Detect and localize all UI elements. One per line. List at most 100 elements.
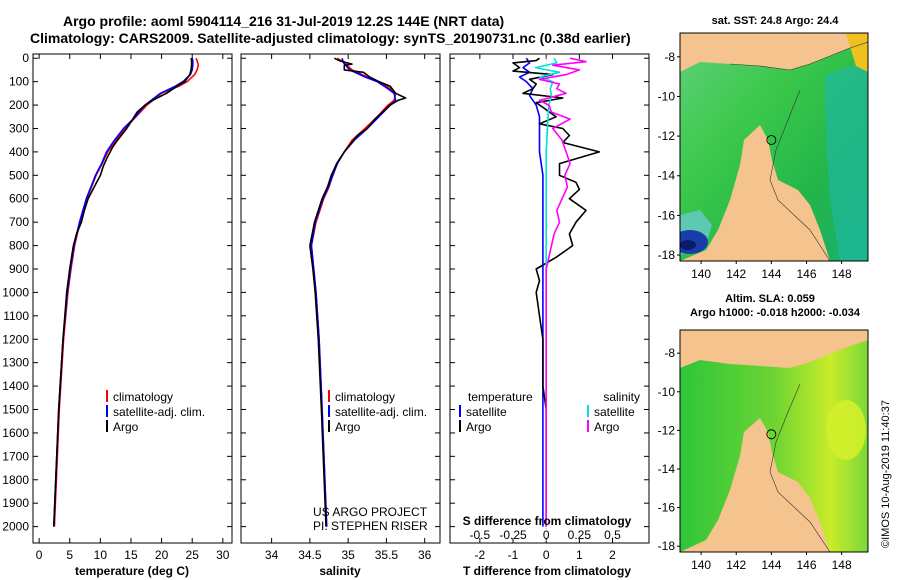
x-tick-label: 35: [341, 548, 355, 562]
lat-tick-label: -10: [658, 89, 676, 103]
lon-tick-label: 142: [726, 267, 746, 281]
legend-swatch-s-argo: [587, 420, 589, 432]
depth-tick-label: 2000: [2, 520, 29, 534]
legend-swatch-t-argo: [459, 420, 461, 432]
legend-label-satellite: satellite-adj. clim.: [113, 405, 205, 419]
depth-tick-label: 300: [9, 121, 29, 135]
depth-tick-label: 1000: [2, 285, 29, 299]
lat-tick-label: -14: [658, 169, 676, 183]
x-tick-label: 35.5: [375, 548, 399, 562]
depth-tick-label: 700: [9, 215, 29, 229]
legend-label-t-satellite: satellite: [466, 405, 507, 419]
x-tick-label: 30: [216, 548, 230, 562]
legend-swatch-satellite: [106, 405, 108, 417]
sst-map-title: sat. SST: 24.8 Argo: 24.4: [712, 15, 840, 27]
s-difference-axis-label: S difference from climatology: [463, 514, 632, 528]
depth-tick-label: 1400: [2, 379, 29, 393]
x-tick-label: 36: [418, 548, 432, 562]
lon-tick-label: 140: [691, 558, 711, 572]
series-line-argo: [309, 57, 407, 527]
x-tick-label: 34: [265, 548, 279, 562]
x-tick-label: 20: [155, 548, 169, 562]
x-tick-label: 0: [543, 548, 550, 562]
series-line-salinity-argo: [538, 57, 587, 527]
lat-tick-label: -16: [658, 501, 676, 515]
legend-swatch-s-satellite: [587, 405, 589, 417]
depth-tick-label: 1500: [2, 403, 29, 417]
legend-label-argo: Argo: [113, 420, 139, 434]
lon-tick-label: 148: [832, 558, 852, 572]
salinity-plot: 34 34.5 35 35.5 36: [265, 54, 432, 562]
sst-ocean: [680, 42, 868, 261]
temperature-axis-label: temperature (deg C): [75, 564, 189, 578]
lon-tick-label: 146: [796, 267, 816, 281]
depth-tick-label: 1900: [2, 496, 29, 510]
lon-tick-label: 140: [691, 267, 711, 281]
difference-plot: -2 -1 0 1 2-0.5 -0.25 0 0.25 0.5: [470, 54, 621, 562]
legend-swatch-t-satellite: [459, 405, 461, 417]
sla-map: -8 -10 -12 -14 -16 -18 140 142 144 146 148: [658, 329, 869, 572]
legend-swatch-argo: [328, 420, 330, 432]
depth-tick-label: 800: [9, 239, 29, 253]
depth-tick-label: 1300: [2, 356, 29, 370]
credit-pi: PI: STEPHEN RISER: [313, 519, 428, 533]
x-tick-label: -2: [475, 548, 486, 562]
x-tick-label: 1: [576, 548, 583, 562]
sla-map-axes: -8 -10 -12 -14 -16 -18 140 142 144 146 148: [658, 346, 852, 572]
lat-tick-label: -8: [664, 50, 675, 64]
t-difference-axis-label: T difference from climatology: [463, 564, 631, 578]
lat-tick-label: -12: [658, 129, 676, 143]
legend-swatch-argo: [106, 420, 108, 432]
salinity-axis-label: salinity: [319, 564, 361, 578]
lon-tick-label: 146: [796, 558, 816, 572]
legend-label-climatology: climatology: [335, 390, 395, 404]
legend-label-climatology: climatology: [113, 390, 173, 404]
lat-tick-label: -8: [664, 346, 675, 360]
legend-swatch-satellite: [328, 405, 330, 417]
x-tick-label: 25: [186, 548, 200, 562]
series-line-salinity-satellite: [534, 57, 561, 527]
legend-label-argo: Argo: [335, 420, 361, 434]
s-tick-label: -0.25: [499, 528, 527, 542]
imos-stamp: ©IMOS 10-Aug-2019 11:40:37: [880, 400, 892, 548]
lon-tick-label: 148: [832, 267, 852, 281]
sla-map-title-line1: Altim. SLA: 0.059: [725, 293, 815, 305]
sst-cold-core: [680, 240, 696, 250]
float-marker: [766, 135, 777, 146]
sst-map-frame: [679, 32, 869, 262]
legend-title-temperature: temperature: [468, 390, 533, 404]
sst-map-axes: -8 -10 -12 -14 -16 -18 140 142 144 146 148: [658, 50, 852, 281]
depth-tick-label: 1200: [2, 332, 29, 346]
sla-map-title-line2: Argo h1000: -0.018 h2000: -0.034: [690, 307, 861, 319]
s-tick-label: 0.5: [604, 528, 621, 542]
figure-title-line2: Climatology: CARS2009. Satellite-adjuste…: [30, 30, 631, 46]
depth-tick-label: 600: [9, 192, 29, 206]
figure-title-line1: Argo profile: aoml 5904114_216 31-Jul-20…: [63, 13, 504, 29]
temperature-plot: 0 5 10 15 20 25 30: [36, 54, 230, 562]
credit-project: US ARGO PROJECT: [313, 505, 428, 519]
depth-tick-label: 1700: [2, 449, 29, 463]
legend-swatch-climatology: [106, 390, 108, 402]
legend-label-satellite: satellite-adj. clim.: [335, 405, 427, 419]
difference-panel-frame: [449, 53, 650, 544]
lat-tick-label: -10: [658, 385, 676, 399]
depth-tick-label: 1100: [3, 309, 29, 323]
bathymetry-contour: [769, 383, 831, 552]
legend-swatch-climatology: [328, 390, 330, 402]
salinity-legend: climatology satellite-adj. clim. Argo: [328, 390, 427, 434]
sst-east-band: [825, 60, 868, 261]
series-line-temperature-argo: [512, 57, 601, 527]
depth-tick-label: 1600: [2, 426, 29, 440]
temperature-legend: climatology satellite-adj. clim. Argo: [106, 390, 205, 434]
depth-tick-label: 500: [9, 168, 29, 182]
x-tick-label: -1: [508, 548, 519, 562]
depth-tick-label: 1800: [2, 473, 29, 487]
s-tick-label: -0.5: [470, 528, 491, 542]
difference-legend: temperature salinity satellite Argo sate…: [459, 390, 640, 434]
sst-warm-patch: [846, 33, 868, 72]
x-tick-label: 15: [124, 548, 138, 562]
depth-tick-label: 0: [22, 51, 29, 65]
series-line-temperature-satellite: [518, 57, 544, 527]
depth-tick-label: 900: [9, 262, 29, 276]
